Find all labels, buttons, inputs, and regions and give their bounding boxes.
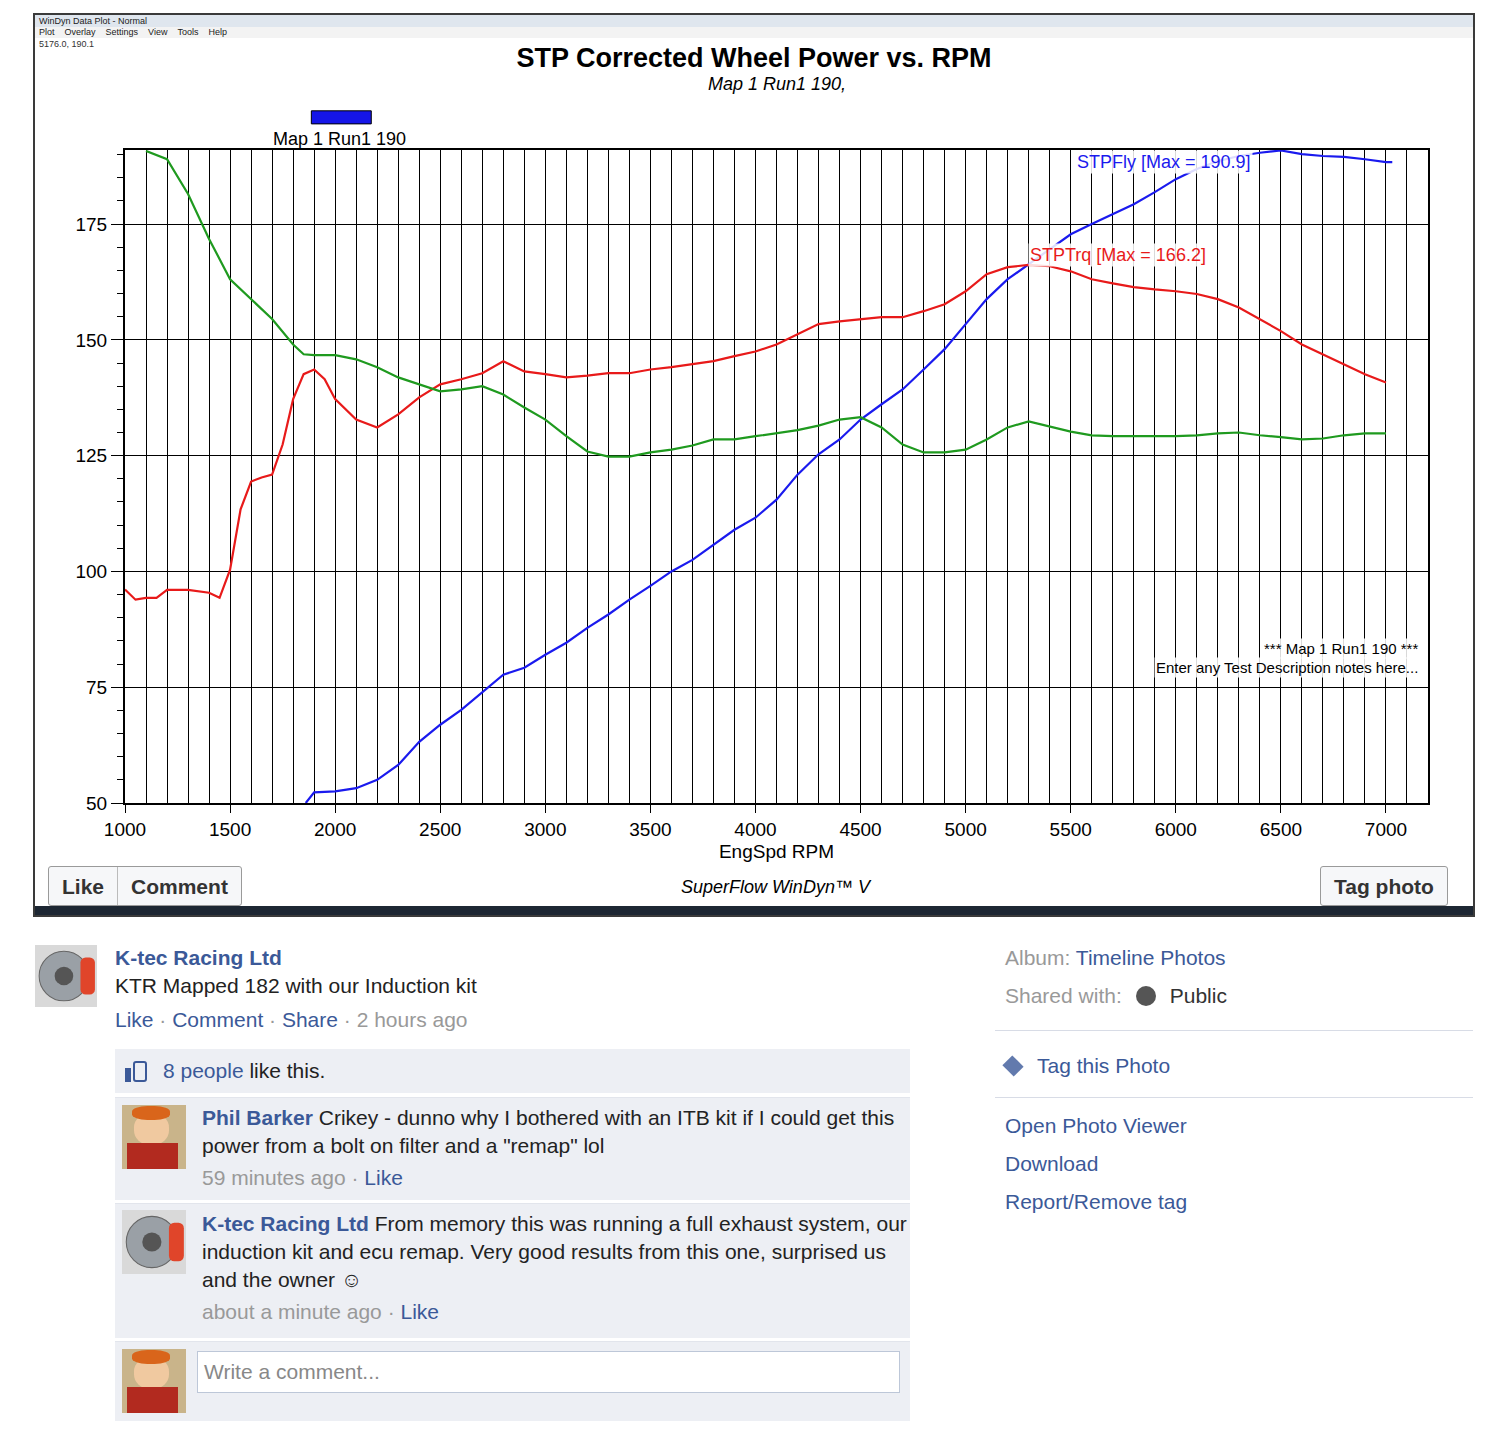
svg-text:5500: 5500 bbox=[1050, 819, 1092, 840]
html-text:Like: Like bbox=[62, 875, 104, 898]
svg-text:7000: 7000 bbox=[1365, 819, 1407, 840]
html-text:WinDyn Data Plot - Normal: WinDyn Data Plot - Normal bbox=[39, 16, 147, 26]
html-text:Report/Remove tag: Report/Remove tag bbox=[1005, 1190, 1188, 1213]
svg-text:*** Map 1 Run1 190 ***: *** Map 1 Run1 190 *** bbox=[1264, 640, 1418, 657]
svg-text:50: 50 bbox=[86, 793, 107, 814]
svg-text:1500: 1500 bbox=[209, 819, 251, 840]
svg-text:4000: 4000 bbox=[734, 819, 776, 840]
svg-text:3000: 3000 bbox=[524, 819, 566, 840]
svg-text:4500: 4500 bbox=[839, 819, 881, 840]
html-text:Overlay: Overlay bbox=[64, 27, 96, 37]
svg-text:STPFly [Max = 190.9]: STPFly [Max = 190.9] bbox=[1077, 152, 1251, 172]
svg-text:Enter any Test Description not: Enter any Test Description notes here... bbox=[1156, 659, 1418, 676]
svg-text:STPTrq [Max = 166.2]: STPTrq [Max = 166.2] bbox=[1030, 245, 1206, 265]
svg-text:Map 1 Run1 190,: Map 1 Run1 190, bbox=[708, 74, 846, 94]
svg-text:100: 100 bbox=[75, 561, 107, 582]
html-text:about a minute ago · Like: about a minute ago · Like bbox=[202, 1300, 439, 1323]
svg-text:175: 175 bbox=[75, 214, 107, 235]
html-text:Open Photo Viewer: Open Photo Viewer bbox=[1005, 1114, 1187, 1137]
svg-text:2000: 2000 bbox=[314, 819, 356, 840]
html-text:Settings: Settings bbox=[105, 27, 139, 37]
html-text:59 minutes ago · Like: 59 minutes ago · Like bbox=[202, 1166, 403, 1189]
svg-text:3500: 3500 bbox=[629, 819, 671, 840]
html-text:8 people like this.: 8 people like this. bbox=[163, 1059, 326, 1082]
svg-text:6500: 6500 bbox=[1260, 819, 1302, 840]
svg-text:Map 1 Run1 190: Map 1 Run1 190 bbox=[273, 129, 406, 149]
svg-text:6000: 6000 bbox=[1155, 819, 1197, 840]
html-text:5176.0, 190.1: 5176.0, 190.1 bbox=[39, 39, 95, 49]
html-text:Comment: Comment bbox=[131, 875, 228, 898]
svg-text:125: 125 bbox=[75, 445, 107, 466]
svg-text:1000: 1000 bbox=[104, 819, 146, 840]
html-text:Album: Timeline Photos: Album: Timeline Photos bbox=[1005, 946, 1226, 969]
html-text:Help: Help bbox=[208, 27, 227, 37]
svg-text:EngSpd RPM: EngSpd RPM bbox=[719, 841, 834, 862]
svg-text:75: 75 bbox=[86, 677, 107, 698]
html-text:Phil Barker Crikey - dunno why: Phil Barker Crikey - dunno why I bothere… bbox=[202, 1106, 895, 1157]
html-text:Like · Comment · Share · 2 hou: Like · Comment · Share · 2 hours ago bbox=[115, 1008, 468, 1031]
html-text:K-tec Racing Ltd: K-tec Racing Ltd bbox=[115, 946, 282, 969]
html-text:Tag photo: Tag photo bbox=[1334, 875, 1434, 898]
html-text:Public: Public bbox=[1169, 984, 1227, 1007]
html-text:K-tec Racing Ltd From memory t: K-tec Racing Ltd From memory this was ru… bbox=[202, 1212, 907, 1291]
svg-text:2500: 2500 bbox=[419, 819, 461, 840]
html-text:Download: Download bbox=[1005, 1152, 1099, 1175]
html-text:Shared with:: Shared with: bbox=[1005, 984, 1122, 1007]
html-text:Tools: Tools bbox=[177, 27, 199, 37]
html-text:Tag this Photo: Tag this Photo bbox=[1037, 1054, 1171, 1077]
svg-text:5000: 5000 bbox=[945, 819, 987, 840]
html-text:KTR Mapped 182 with our Induct: KTR Mapped 182 with our Induction kit bbox=[115, 974, 477, 997]
svg-text:STP Corrected Wheel Power vs.: STP Corrected Wheel Power vs. RPM bbox=[516, 43, 991, 73]
svg-text:150: 150 bbox=[75, 330, 107, 351]
svg-text:SuperFlow WinDyn™ V: SuperFlow WinDyn™ V bbox=[681, 877, 872, 897]
html-text:Write a comment...: Write a comment... bbox=[204, 1360, 380, 1383]
html-text:View: View bbox=[148, 27, 168, 37]
html-text:Plot: Plot bbox=[39, 27, 55, 37]
